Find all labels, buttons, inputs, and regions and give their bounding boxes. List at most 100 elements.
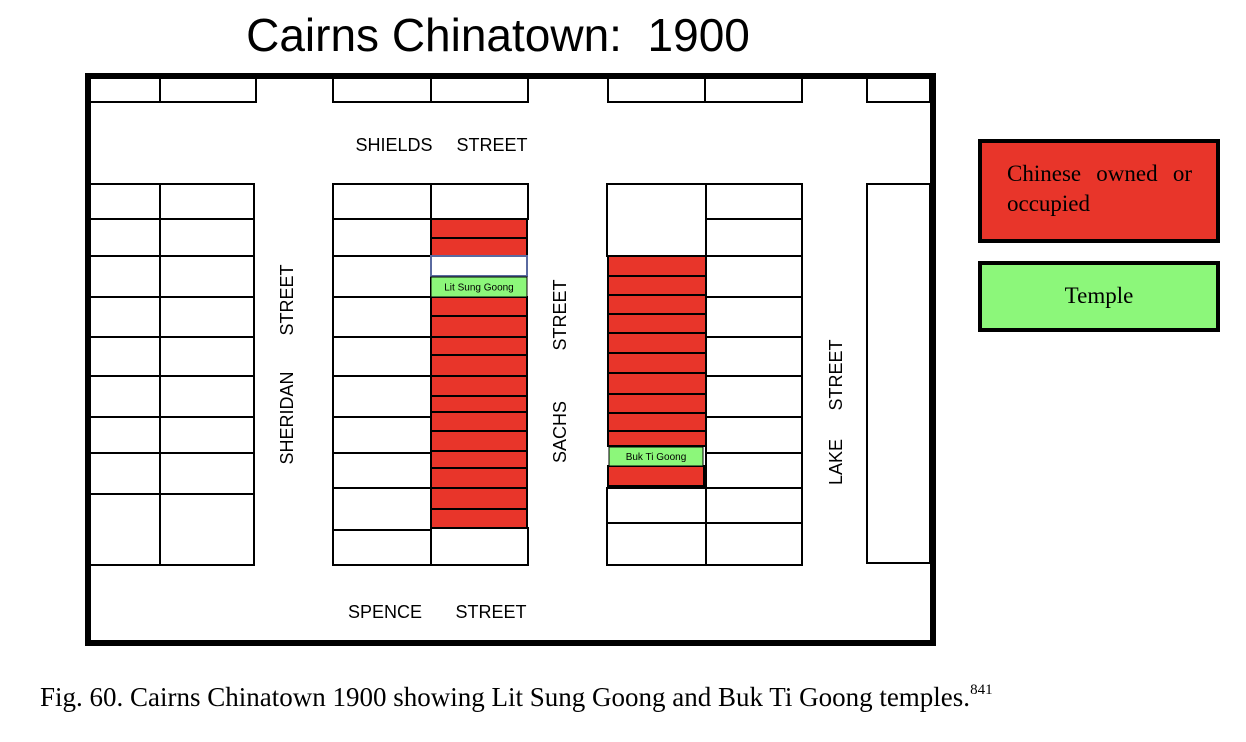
lot — [332, 336, 432, 377]
chinese-lot — [607, 255, 707, 277]
lot — [332, 255, 432, 298]
legend-item: Temple — [978, 261, 1220, 332]
lot — [332, 77, 432, 103]
chinese-lot — [607, 393, 707, 414]
lot — [430, 183, 529, 220]
lot — [430, 527, 529, 566]
chinese-lot — [607, 430, 707, 447]
chinese-lot — [607, 465, 705, 487]
lot — [430, 255, 528, 277]
lot — [159, 218, 255, 257]
street-suffix: STREET — [550, 279, 570, 350]
lot — [159, 336, 255, 377]
lot — [159, 255, 255, 298]
chinese-lot — [607, 412, 707, 432]
lot — [705, 336, 803, 377]
street-name: SACHS — [550, 401, 570, 463]
map-border — [85, 73, 936, 646]
chinese-lot — [430, 296, 528, 317]
chinese-lot — [430, 336, 528, 356]
temple-lot — [430, 276, 528, 298]
lot — [89, 452, 161, 495]
title: Cairns Chinatown: 1900 — [246, 9, 750, 61]
temple-label: Buk Ti Goong — [626, 452, 687, 463]
street-name: SHERIDAN — [277, 371, 297, 464]
lot — [606, 183, 707, 257]
chinese-lot — [430, 450, 528, 469]
lot — [705, 375, 803, 418]
footnote-marker: 841 — [970, 682, 993, 698]
lot — [89, 255, 161, 298]
lot — [606, 487, 707, 524]
lot — [89, 77, 161, 103]
lot — [705, 522, 803, 566]
street-suffix: STREET — [456, 135, 527, 155]
street-name: LAKE — [826, 439, 846, 485]
caption: Fig. 60. Cairns Chinatown 1900 showing L… — [40, 682, 993, 713]
lot — [866, 77, 931, 103]
lot — [332, 375, 432, 418]
chinese-lot — [607, 275, 707, 296]
lot — [705, 255, 803, 298]
lot — [89, 493, 161, 566]
lot — [89, 416, 161, 454]
chinese-lot — [430, 375, 528, 397]
lot — [705, 487, 803, 524]
lot — [332, 452, 432, 489]
chinese-lot — [430, 467, 528, 489]
lot — [89, 183, 161, 220]
chinese-lot — [430, 395, 528, 413]
street-name: SPENCE — [348, 602, 422, 622]
temple-lot — [608, 446, 704, 467]
lot — [705, 218, 803, 257]
chinese-lot — [607, 294, 707, 315]
lot — [89, 336, 161, 377]
lot — [159, 452, 255, 495]
lot — [430, 77, 529, 103]
lot — [705, 183, 803, 220]
lot — [332, 529, 432, 566]
lot — [159, 375, 255, 418]
lot — [704, 77, 803, 103]
chinese-lot — [607, 313, 707, 334]
street-name: SHIELDS — [355, 135, 432, 155]
lot — [866, 183, 931, 564]
street-suffix: STREET — [455, 602, 526, 622]
lot — [89, 218, 161, 257]
lot — [705, 296, 803, 338]
temple-label: Lit Sung Goong — [444, 283, 514, 294]
chinese-lot — [607, 372, 707, 395]
lot — [159, 296, 255, 338]
chinese-lot — [430, 218, 528, 239]
lot — [159, 493, 255, 566]
lot — [89, 375, 161, 418]
lot — [89, 296, 161, 338]
legend-item: Chinese owned or occupied — [978, 139, 1220, 243]
caption-text: Fig. 60. Cairns Chinatown 1900 showing L… — [40, 682, 971, 712]
lot — [332, 487, 432, 531]
chinese-lot — [430, 430, 528, 452]
chinese-lot — [430, 411, 528, 432]
chinese-lot — [430, 508, 528, 529]
chinese-lot — [430, 487, 528, 510]
lot — [607, 77, 706, 103]
map: SHIELDS STREET SPENCE STREET SHERIDAN ST… — [85, 73, 936, 646]
lot — [606, 522, 707, 566]
street-suffix: STREET — [826, 339, 846, 410]
lot — [332, 416, 432, 454]
chinese-lot — [430, 237, 528, 257]
lot — [705, 416, 803, 454]
lot — [705, 452, 803, 489]
street-suffix: STREET — [277, 264, 297, 335]
lot — [332, 218, 432, 257]
lot — [332, 183, 432, 220]
lot — [332, 296, 432, 338]
lot — [159, 183, 255, 220]
chinese-lot — [607, 332, 707, 354]
chinese-lot — [607, 352, 707, 374]
chinese-lot — [430, 315, 528, 338]
lot — [159, 77, 257, 103]
chinese-lot — [430, 354, 528, 377]
lot — [159, 416, 255, 454]
